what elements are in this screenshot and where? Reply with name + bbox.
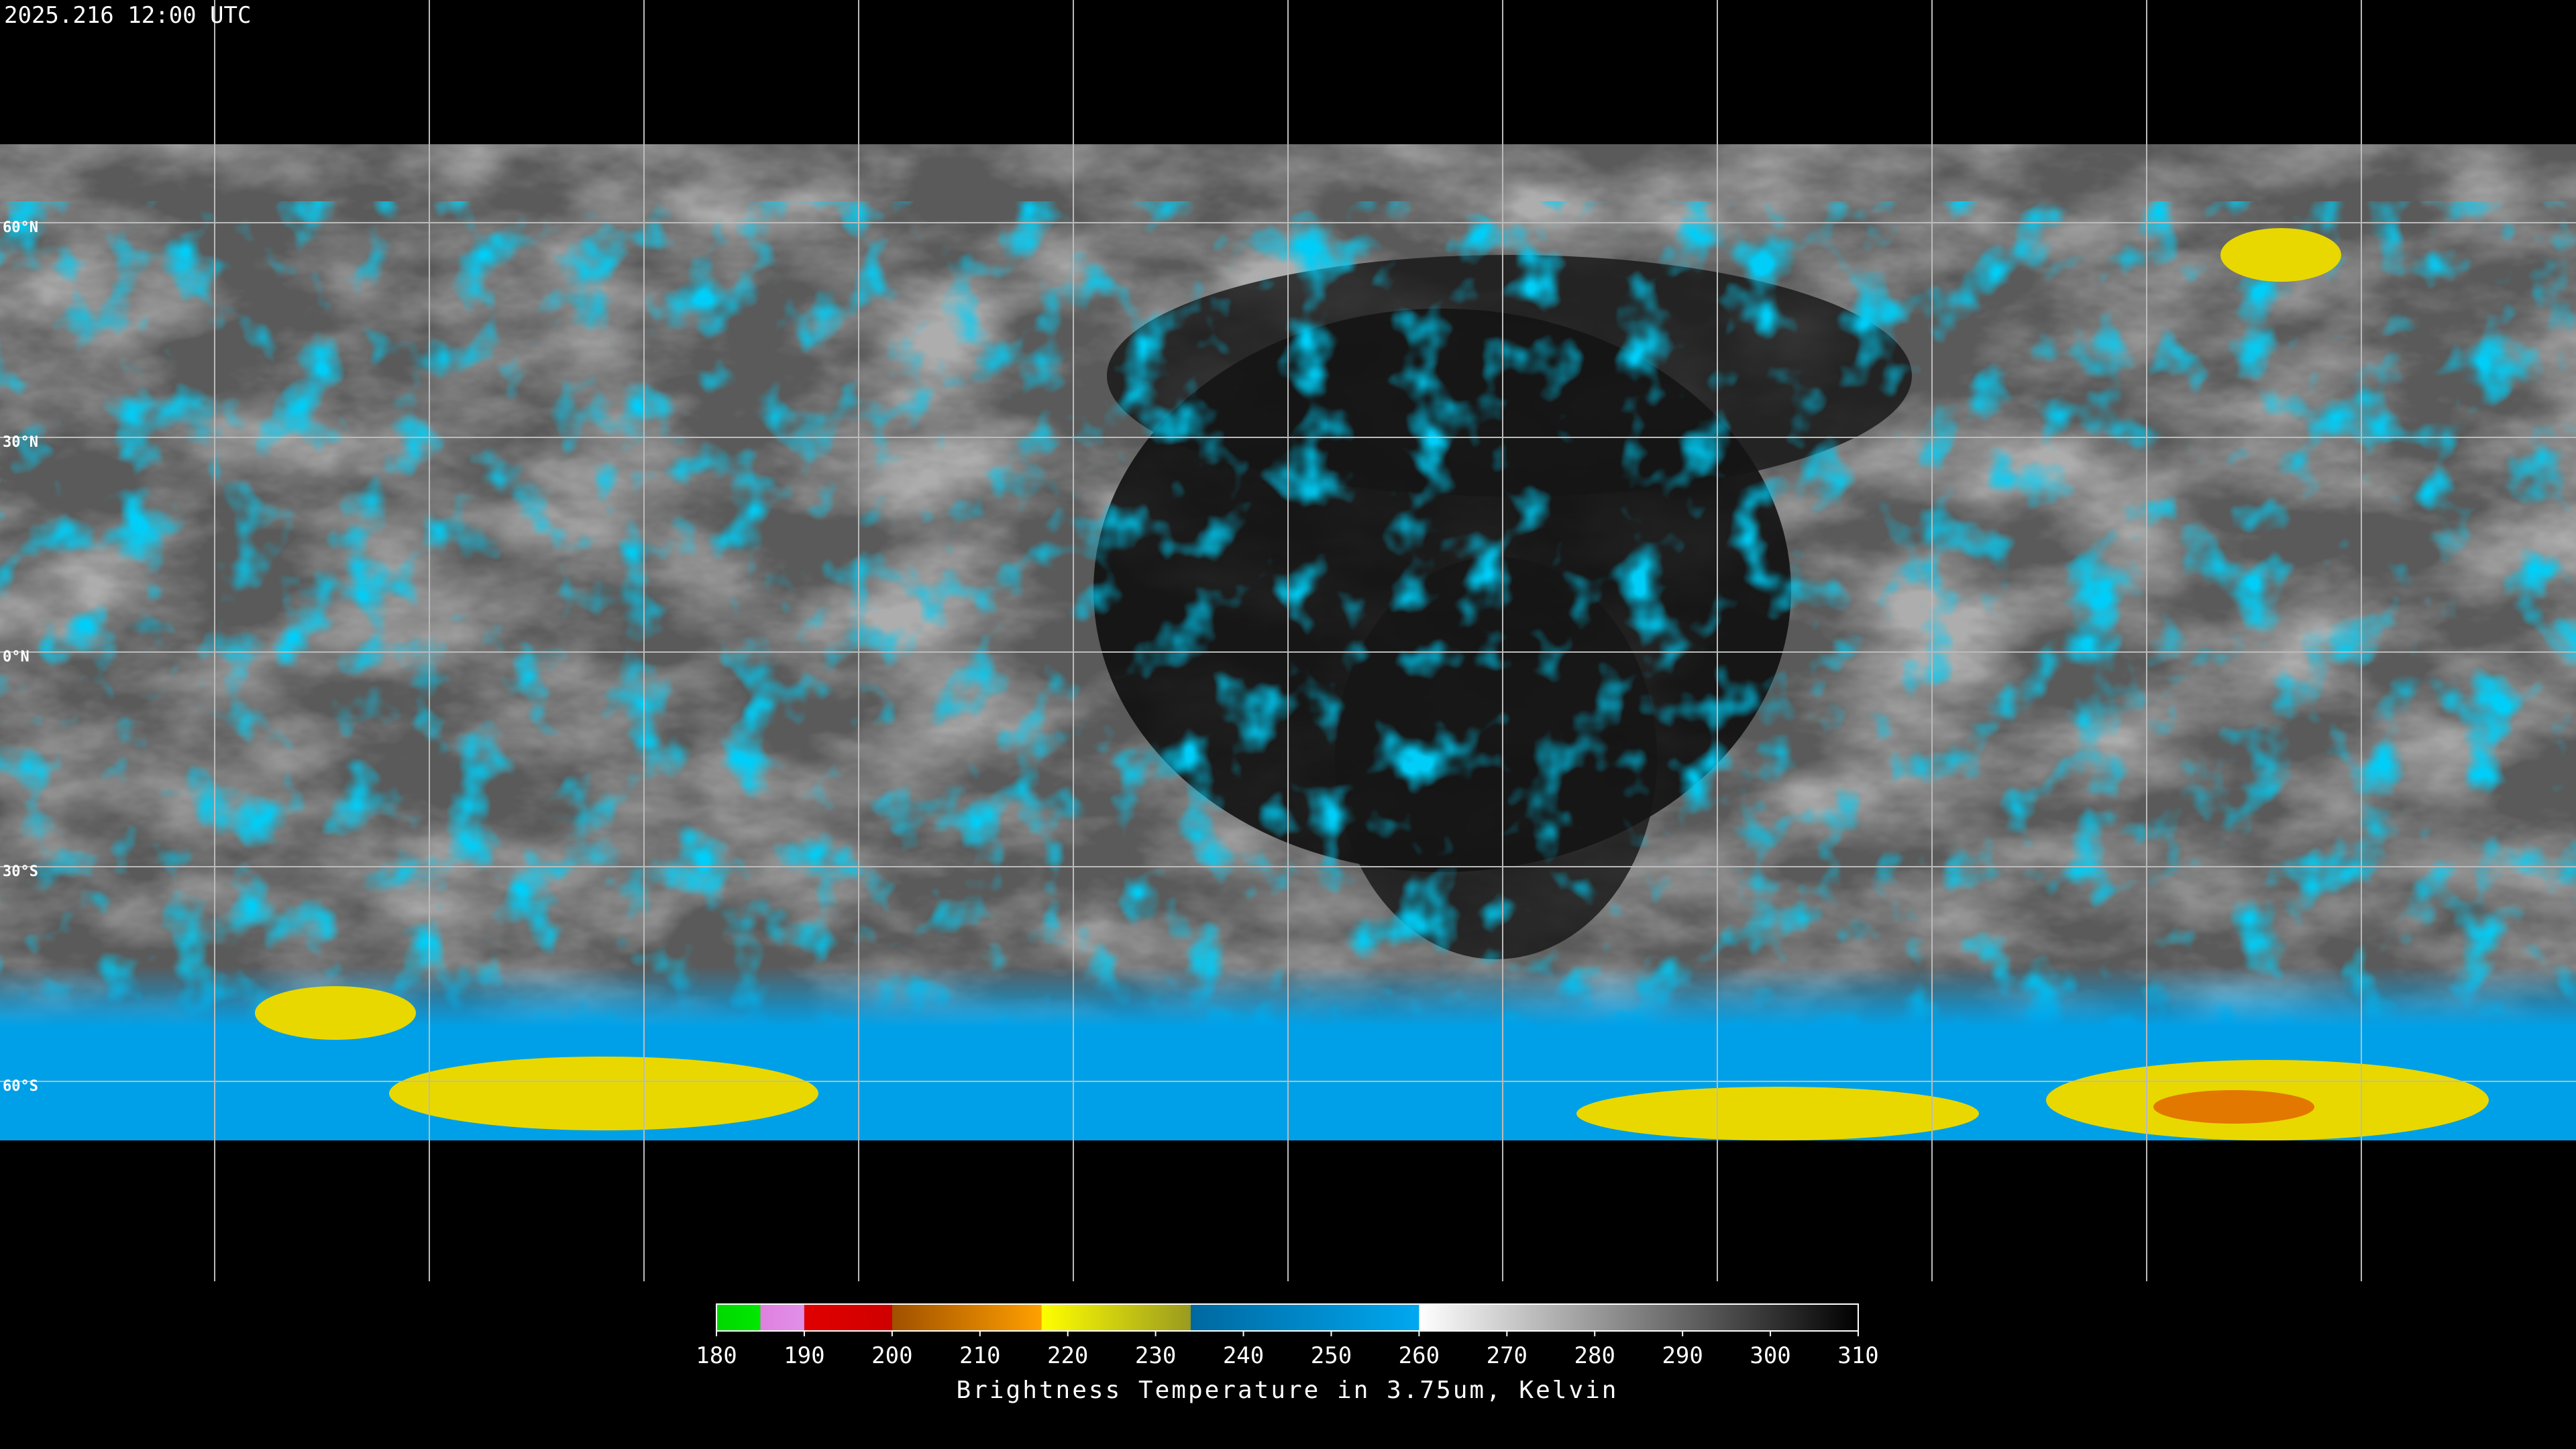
colorbar-tick-label: 270 (1487, 1342, 1527, 1369)
lat-label: 60°S (3, 1078, 38, 1095)
colorbar-tick-label: 310 (1837, 1342, 1878, 1369)
colorbar-segment (1190, 1304, 1419, 1331)
colorbar-tick-label: 180 (696, 1342, 737, 1369)
colorbar-tick-label: 300 (1750, 1342, 1790, 1369)
colorbar-tick-label: 190 (784, 1342, 824, 1369)
graticule: 60°N 30°N 0°N 30°S 60°S (0, 0, 2576, 1281)
colorbar-tick-label: 280 (1574, 1342, 1615, 1369)
colorbar-frame (716, 1303, 1859, 1332)
colorbar-segment (1419, 1304, 1858, 1331)
colorbar-tick-label: 240 (1223, 1342, 1264, 1369)
colorbar-tick-label: 200 (871, 1342, 912, 1369)
colorbar-tick-label: 250 (1311, 1342, 1352, 1369)
colorbar-tick-label: 290 (1662, 1342, 1703, 1369)
colorbar-segment (1041, 1304, 1191, 1331)
lat-label: 60°N (3, 219, 38, 236)
colorbar-segment (892, 1304, 1042, 1331)
colorbar-segment (804, 1304, 892, 1331)
lat-label: 30°S (3, 863, 38, 880)
timestamp: 2025.216 12:00 UTC (4, 2, 251, 29)
lat-label: 0°N (3, 649, 30, 665)
lat-label: 30°N (3, 434, 38, 451)
colorbar-segment (716, 1304, 761, 1331)
colorbar-label: Brightness Temperature in 3.75um, Kelvin (957, 1377, 1619, 1404)
colorbar-segment (760, 1304, 804, 1331)
colorbar-tick-label: 260 (1399, 1342, 1440, 1369)
colorbar: 180 190 200 210 220 230 240 250 260 270 280 290 300 3… (696, 1303, 1879, 1404)
colorbar-tick-label: 230 (1135, 1342, 1176, 1369)
colorbar-tick-label: 220 (1047, 1342, 1088, 1369)
colorbar-tick-label: 210 (959, 1342, 1000, 1369)
